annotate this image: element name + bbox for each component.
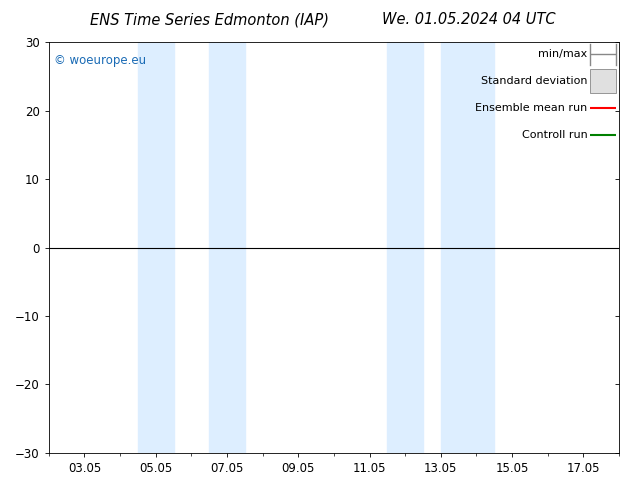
Text: We. 01.05.2024 04 UTC: We. 01.05.2024 04 UTC [382,12,556,27]
Bar [209,42,245,453]
Text: Controll run: Controll run [522,129,588,140]
Text: Ensemble mean run: Ensemble mean run [476,103,588,113]
Text: ENS Time Series Edmonton (IAP): ENS Time Series Edmonton (IAP) [90,12,328,27]
Text: Standard deviation: Standard deviation [481,76,588,86]
Bar [387,42,423,453]
Bar [590,69,616,94]
Bar [441,42,495,453]
Text: © woeurope.eu: © woeurope.eu [55,54,146,68]
Text: min/max: min/max [538,49,588,59]
Bar [138,42,174,453]
